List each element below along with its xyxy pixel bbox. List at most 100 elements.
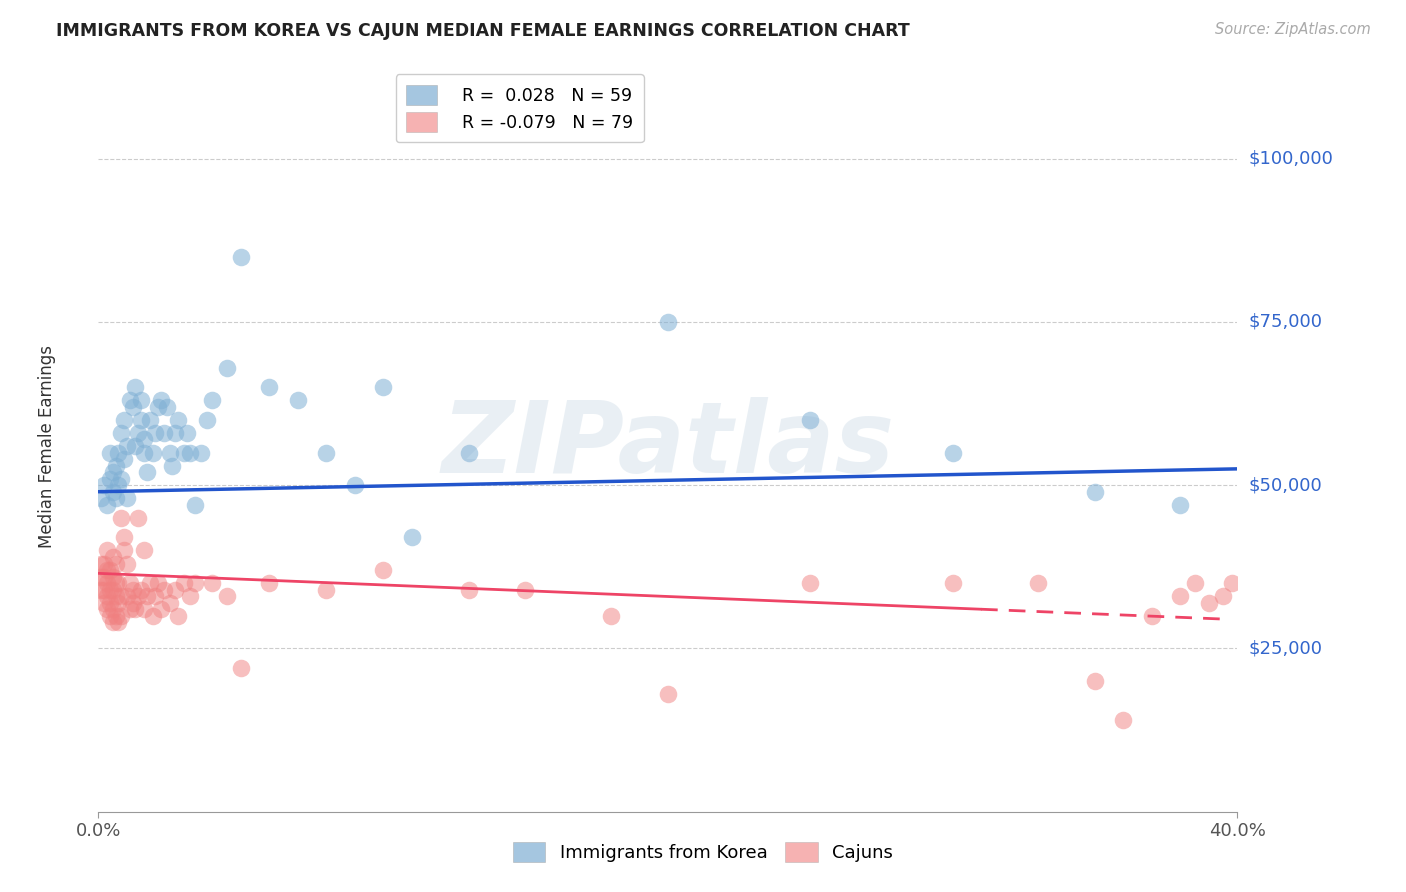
- Point: [112, 543, 135, 558]
- Point: [215, 589, 238, 603]
- Point: [145, 425, 167, 440]
- Point: [1112, 714, 1135, 728]
- Point: [1170, 589, 1192, 603]
- Point: [107, 445, 129, 459]
- Point: [127, 589, 149, 603]
- Point: [115, 589, 138, 603]
- Point: [657, 315, 679, 329]
- Point: [129, 393, 152, 408]
- Point: [132, 543, 155, 558]
- Point: [165, 582, 187, 597]
- Point: [104, 458, 127, 473]
- Point: [93, 557, 115, 571]
- Point: [107, 615, 129, 630]
- Point: [259, 380, 281, 394]
- Point: [173, 576, 195, 591]
- Point: [101, 484, 124, 499]
- Point: [184, 576, 207, 591]
- Point: [657, 687, 679, 701]
- Point: [118, 393, 141, 408]
- Point: [127, 511, 149, 525]
- Point: [101, 569, 124, 583]
- Point: [515, 582, 537, 597]
- Point: [90, 491, 112, 506]
- Point: [1212, 589, 1234, 603]
- Point: [93, 569, 115, 583]
- Point: [127, 425, 149, 440]
- Point: [799, 576, 821, 591]
- Point: [96, 576, 118, 591]
- Point: [96, 589, 118, 603]
- Point: [101, 615, 124, 630]
- Point: [150, 602, 173, 616]
- Point: [162, 458, 184, 473]
- Point: [110, 608, 132, 623]
- Point: [121, 582, 143, 597]
- Legend:   R =  0.028   N = 59,   R = -0.079   N = 79: R = 0.028 N = 59, R = -0.079 N = 79: [395, 74, 644, 142]
- Point: [153, 582, 176, 597]
- Text: IMMIGRANTS FROM KOREA VS CAJUN MEDIAN FEMALE EARNINGS CORRELATION CHART: IMMIGRANTS FROM KOREA VS CAJUN MEDIAN FE…: [56, 22, 910, 40]
- Text: ZIPatlas: ZIPatlas: [441, 398, 894, 494]
- Point: [259, 576, 281, 591]
- Point: [315, 445, 337, 459]
- Point: [110, 472, 132, 486]
- Point: [190, 445, 212, 459]
- Point: [287, 393, 309, 408]
- Point: [373, 380, 395, 394]
- Point: [93, 478, 115, 492]
- Point: [138, 413, 160, 427]
- Point: [201, 576, 224, 591]
- Point: [457, 582, 479, 597]
- Point: [98, 445, 121, 459]
- Text: $100,000: $100,000: [1249, 150, 1333, 168]
- Point: [107, 576, 129, 591]
- Point: [1140, 608, 1163, 623]
- Point: [115, 491, 138, 506]
- Point: [132, 433, 155, 447]
- Point: [215, 360, 238, 375]
- Point: [184, 498, 207, 512]
- Point: [96, 543, 118, 558]
- Point: [110, 425, 132, 440]
- Point: [112, 452, 135, 467]
- Point: [115, 557, 138, 571]
- Point: [141, 445, 163, 459]
- Point: [121, 596, 143, 610]
- Point: [90, 569, 112, 583]
- Point: [124, 602, 146, 616]
- Point: [98, 472, 121, 486]
- Point: [1220, 576, 1243, 591]
- Text: Source: ZipAtlas.com: Source: ZipAtlas.com: [1215, 22, 1371, 37]
- Point: [150, 393, 173, 408]
- Point: [98, 596, 121, 610]
- Point: [104, 557, 127, 571]
- Point: [104, 589, 127, 603]
- Point: [110, 511, 132, 525]
- Point: [148, 400, 170, 414]
- Point: [167, 608, 190, 623]
- Point: [118, 576, 141, 591]
- Text: Median Female Earnings: Median Female Earnings: [38, 344, 56, 548]
- Point: [159, 445, 181, 459]
- Point: [135, 589, 157, 603]
- Point: [90, 557, 112, 571]
- Point: [201, 393, 224, 408]
- Point: [173, 445, 195, 459]
- Point: [1026, 576, 1049, 591]
- Point: [96, 563, 118, 577]
- Point: [176, 425, 198, 440]
- Point: [93, 582, 115, 597]
- Point: [107, 478, 129, 492]
- Point: [115, 439, 138, 453]
- Point: [148, 576, 170, 591]
- Point: [165, 425, 187, 440]
- Point: [1170, 498, 1192, 512]
- Point: [457, 445, 479, 459]
- Point: [101, 582, 124, 597]
- Point: [104, 491, 127, 506]
- Point: [112, 530, 135, 544]
- Point: [401, 530, 423, 544]
- Point: [129, 413, 152, 427]
- Point: [799, 413, 821, 427]
- Point: [1184, 576, 1206, 591]
